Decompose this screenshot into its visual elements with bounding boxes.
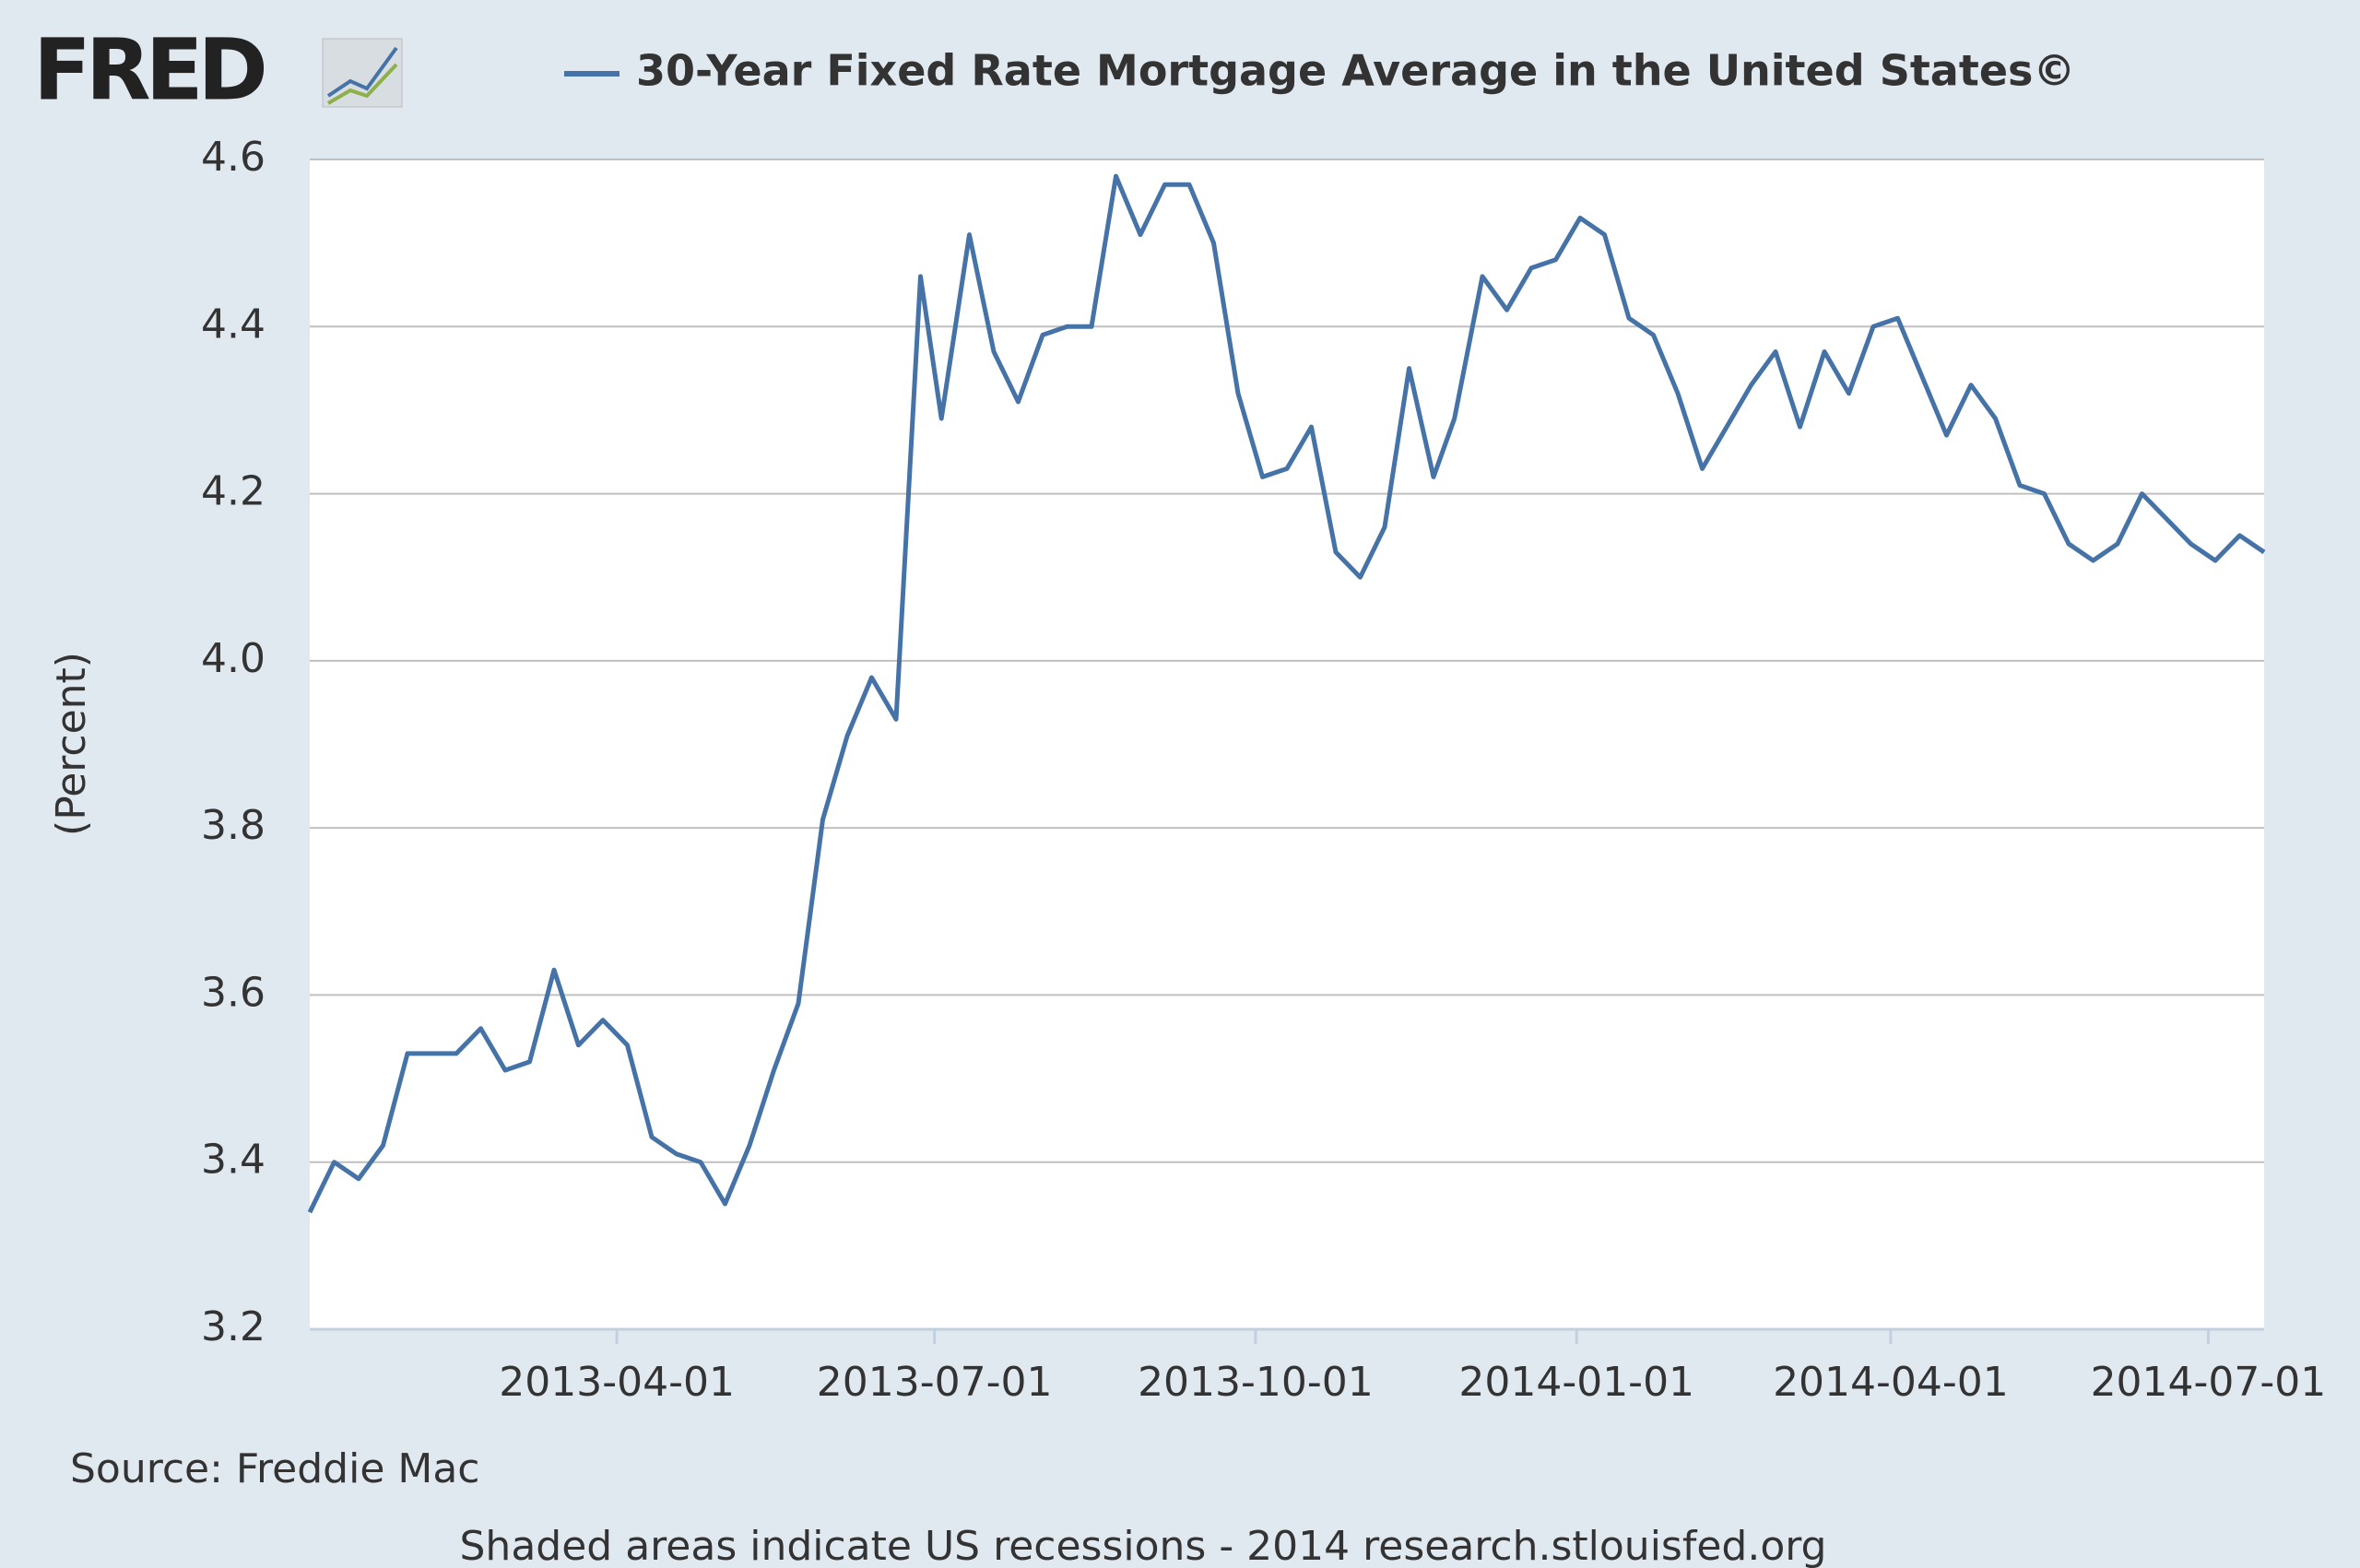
logo: FRED	[33, 20, 265, 119]
x-tick-label: 2013-10-01	[1138, 1359, 1374, 1406]
y-tick-label: 4.2	[201, 468, 266, 515]
y-tick-label: 3.2	[201, 1303, 266, 1350]
y-tick-label: 4.0	[201, 635, 266, 682]
y-tick-label: 3.4	[201, 1137, 266, 1184]
data-line	[307, 173, 2266, 1214]
logo-icon	[322, 38, 403, 108]
x-tick-label: 2014-01-01	[1458, 1359, 1694, 1406]
y-tick-label: 4.6	[201, 134, 266, 181]
y-tick-label: 4.4	[201, 301, 266, 348]
source: Source: Freddie Mac	[70, 1445, 480, 1492]
y-tick-label: 3.8	[201, 802, 266, 849]
x-tick-label: 2014-04-01	[1773, 1359, 2009, 1406]
y-axis-label: (Percent)	[48, 652, 95, 836]
y-tick-label: 3.6	[201, 969, 266, 1016]
x-tick-label: 2014-07-01	[2091, 1359, 2327, 1406]
x-tick-label: 2013-04-01	[499, 1359, 735, 1406]
footer: Shaded areas indicate US recessions - 20…	[460, 1523, 1827, 1568]
plot-area	[310, 159, 2264, 1329]
x-tick-label: 2013-07-01	[817, 1359, 1053, 1406]
legend-label: 30-Year Fixed Rate Mortgage Average in t…	[636, 46, 2075, 96]
